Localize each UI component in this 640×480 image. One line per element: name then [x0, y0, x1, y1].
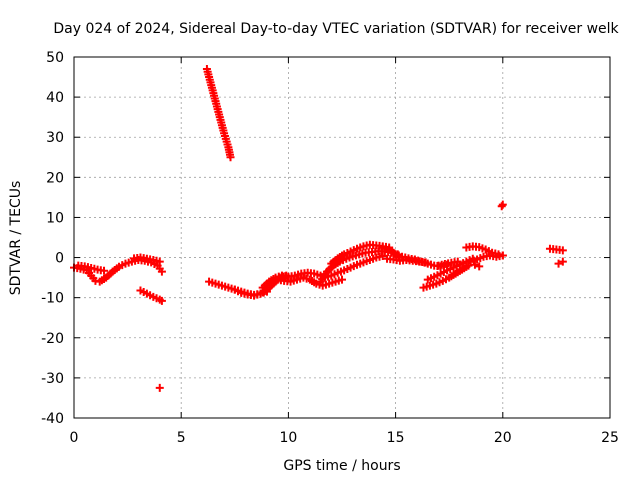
data-point — [558, 246, 567, 255]
y-tick-label: -20 — [41, 331, 64, 347]
data-point — [498, 251, 507, 260]
series-arc-2 — [74, 261, 109, 275]
data-point — [498, 200, 507, 209]
data-point — [421, 258, 430, 267]
data-point — [205, 277, 214, 286]
chart-title: Day 024 of 2024, Sidereal Day-to-day VTE… — [53, 21, 619, 37]
grid-lines — [74, 57, 610, 418]
data-point — [558, 257, 567, 266]
series-arc-12 — [320, 251, 387, 282]
data-point — [475, 262, 484, 271]
x-tick-label: 20 — [494, 430, 512, 446]
y-tick-label: -10 — [41, 291, 64, 307]
data-point-trace — [124, 258, 133, 267]
series-arc-14 — [383, 254, 430, 267]
data-point — [378, 251, 387, 260]
data-point — [338, 275, 346, 284]
y-tick-label: -30 — [41, 371, 64, 387]
plot-frame — [73, 56, 611, 419]
series-arc-3 — [130, 253, 164, 266]
series-arc-19 — [466, 251, 507, 266]
x-tick-label: 0 — [70, 430, 79, 446]
x-axis-title: GPS time / hours — [283, 458, 400, 474]
y-tick-label: -40 — [41, 411, 64, 427]
y-tick-label: 0 — [55, 251, 64, 267]
data-point — [100, 266, 109, 275]
series-arc-21 — [545, 244, 567, 255]
data-point — [224, 283, 233, 292]
data-point-trace — [214, 280, 223, 289]
data-point — [325, 279, 334, 288]
x-tick-label: 15 — [387, 430, 405, 446]
y-tick-label: 40 — [46, 90, 64, 106]
y-tick-label: 10 — [46, 210, 64, 226]
axis-ticks — [73, 56, 611, 419]
data-point — [464, 261, 473, 270]
data-point — [155, 383, 164, 392]
data-point — [217, 281, 226, 290]
data-point-trace — [221, 282, 230, 291]
data-point — [419, 283, 428, 292]
data-point — [453, 257, 462, 266]
data-point-trace — [422, 282, 431, 291]
series-outlier-2 — [497, 200, 507, 211]
data-point-trace — [334, 276, 343, 285]
y-tick-label: 50 — [46, 50, 64, 66]
series-arc-22 — [554, 257, 567, 268]
series-arc-5 — [202, 65, 235, 162]
data-point — [157, 296, 166, 305]
series-arc-10 — [316, 247, 402, 286]
series-arc-15 — [419, 261, 473, 292]
y-tick-label: 20 — [46, 170, 64, 186]
data-point — [470, 260, 479, 269]
data-point — [155, 257, 164, 266]
series-arc-20 — [470, 260, 484, 271]
data-point-trace — [429, 280, 438, 289]
series-arc-9 — [273, 273, 346, 290]
data-points — [70, 65, 567, 392]
series-outlier-1 — [155, 383, 164, 392]
series-arc-17 — [434, 257, 462, 270]
data-point — [310, 269, 319, 278]
x-tick-label: 5 — [177, 430, 186, 446]
x-tick-label: 25 — [601, 430, 619, 446]
x-tick-label: 10 — [279, 430, 297, 446]
data-point — [331, 277, 340, 286]
series-arc-4 — [136, 286, 166, 305]
series-arc-8 — [258, 268, 325, 292]
x-tick-labels: 0 5 10 15 20 25 — [70, 430, 619, 446]
y-axis-title: SDTVAR / TECUs — [8, 181, 24, 296]
data-point — [226, 153, 235, 162]
data-point — [211, 279, 220, 288]
data-point — [157, 267, 166, 276]
y-tick-labels: -40 -30 -20 -10 0 10 20 30 40 50 — [41, 50, 64, 427]
series-arc-16 — [423, 254, 477, 284]
data-point-trace — [328, 278, 337, 287]
y-tick-label: 30 — [46, 130, 64, 146]
data-point — [554, 259, 563, 268]
data-point-trace — [208, 278, 217, 287]
data-point-trace — [227, 284, 236, 293]
series-arc-1 — [70, 255, 166, 286]
data-point-trace — [313, 270, 322, 279]
